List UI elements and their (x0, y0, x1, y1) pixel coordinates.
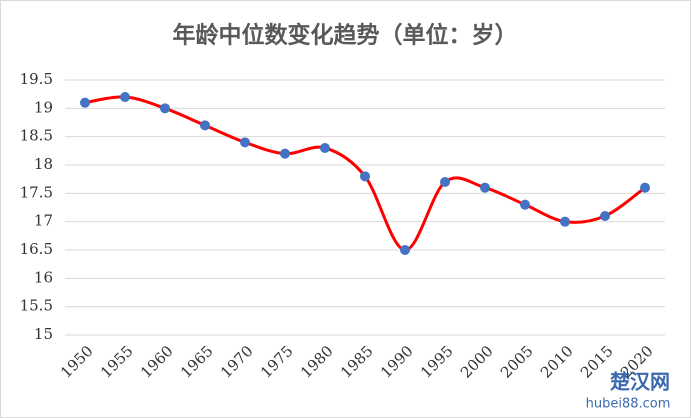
data-point (560, 216, 570, 227)
data-point (320, 143, 330, 153)
y-tick-label: 18 (34, 155, 53, 173)
y-tick-label: 19 (34, 98, 53, 116)
data-point (280, 148, 290, 159)
y-tick-label: 16 (34, 268, 53, 286)
data-point (200, 120, 210, 131)
data-point (400, 245, 410, 255)
y-tick-label: 16.5 (20, 240, 53, 258)
series-line (84, 95, 646, 252)
watermark-brand: 楚汉网 (610, 370, 670, 394)
y-tick-label: 18.5 (20, 127, 53, 145)
data-point (440, 177, 450, 187)
y-tick-label: 17.5 (20, 183, 53, 201)
y-tick-label: 17 (34, 212, 53, 230)
y-tick-label: 19.5 (20, 70, 53, 88)
data-point (160, 103, 170, 114)
data-point (520, 199, 530, 210)
data-point (240, 137, 250, 148)
y-tick-label: 15.5 (20, 297, 53, 315)
data-point (360, 171, 370, 182)
y-tick-label: 15 (34, 325, 53, 343)
data-point (120, 92, 130, 102)
data-point (80, 97, 90, 108)
data-point (480, 182, 490, 193)
data-point (600, 211, 610, 221)
data-point (640, 182, 650, 193)
watermark-url: hubei88.com (586, 397, 671, 412)
chart-title: 年龄中位数变化趋势（单位：岁） (173, 22, 518, 49)
